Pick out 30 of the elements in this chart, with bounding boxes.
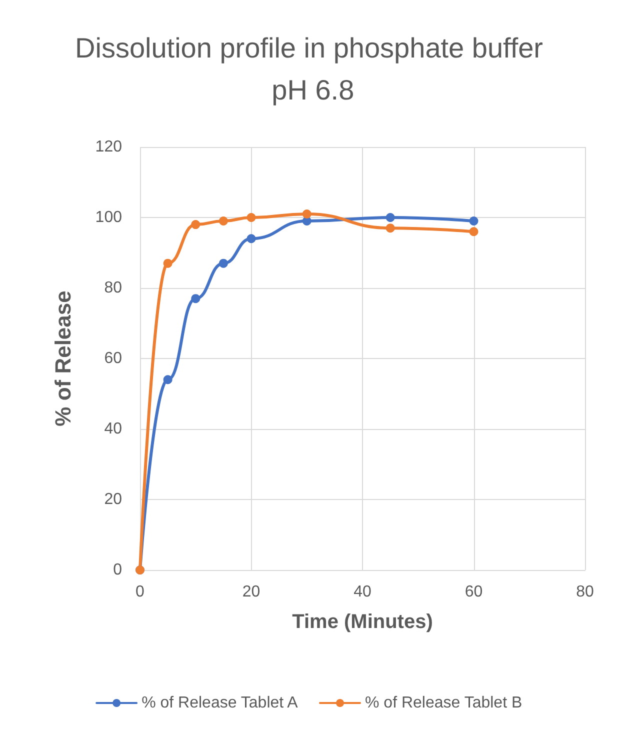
point — [191, 294, 200, 304]
y-tick-label: 20 — [104, 491, 122, 508]
point — [469, 216, 478, 226]
point — [246, 234, 256, 244]
y-tick-label: 60 — [104, 350, 122, 367]
x-axis-title: Time (Minutes) — [292, 611, 433, 633]
point — [469, 227, 478, 236]
point — [218, 216, 228, 226]
legend-label: % of Release Tablet B — [365, 694, 522, 712]
y-tick-label: 0 — [113, 562, 122, 578]
y-tick-label: 40 — [104, 420, 122, 438]
y-tick-label: 100 — [95, 209, 122, 226]
x-tick-label: 60 — [464, 584, 483, 600]
x-tick-label: 20 — [242, 584, 260, 600]
y-tick-label: 80 — [104, 280, 122, 296]
point — [386, 213, 395, 222]
legend-label: % of Release Tablet A — [142, 694, 298, 712]
point — [246, 213, 256, 222]
point — [191, 220, 200, 230]
point — [302, 209, 312, 218]
point — [386, 224, 395, 233]
point — [218, 258, 228, 268]
x-tick-label: 0 — [136, 584, 145, 600]
y-axis-title: % of Release — [50, 290, 76, 426]
point — [163, 375, 172, 384]
y-tick-label: 120 — [95, 138, 122, 156]
chart-title: Dissolution profile in phosphate buffer pH 6.8 — [74, 32, 544, 106]
x-tick-label: 80 — [576, 584, 594, 600]
point — [163, 258, 172, 268]
x-tick-label: 40 — [354, 584, 372, 600]
